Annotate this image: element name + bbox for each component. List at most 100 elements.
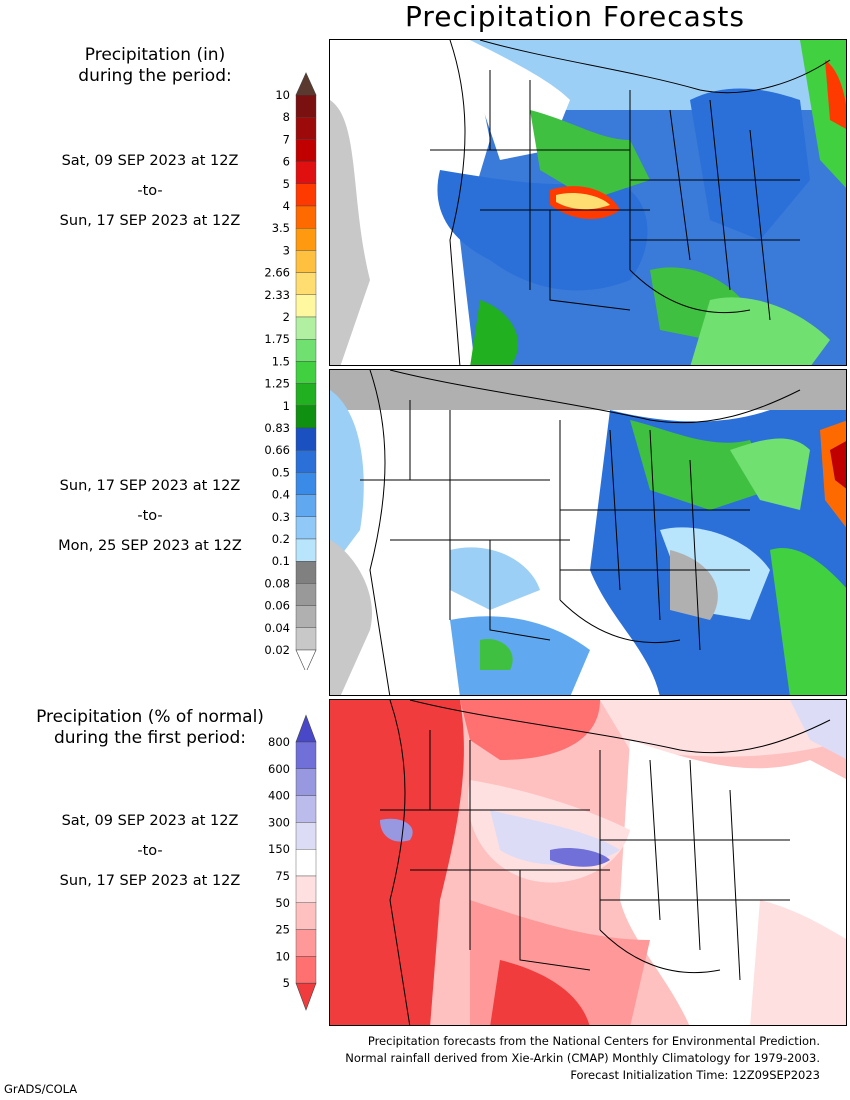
amount-colorbar: 10 8 7 6 5 4 3.5 3 2.66 2.33 2 1.75 1.5 1.25 1 0.83 0.66… — [230, 70, 330, 673]
amount-colorbar-swatch — [295, 450, 317, 473]
amount-colorbar-tick-label: 4 — [283, 199, 290, 213]
amount-colorbar-swatch — [295, 272, 317, 296]
amount-colorbar-graphic: 10 8 7 6 5 4 3.5 3 2.66 2.33 2 1.75 1.5 1.25 1 0.83 0.66… — [264, 72, 317, 673]
percent-normal-map — [329, 699, 847, 1026]
period-2-end: Mon, 25 SEP 2023 at 12Z — [58, 538, 242, 554]
amount-colorbar-tick-label: 1 — [283, 399, 290, 413]
period-1-end: Sun, 17 SEP 2023 at 12Z — [59, 213, 241, 229]
precip-map-period-1-graphic — [330, 40, 846, 365]
amount-colorbar-tick-label: 8 — [283, 110, 290, 124]
grads-credit: GrADS/COLA — [4, 1082, 78, 1096]
footer-notes: Precipitation forecasts from the Nationa… — [345, 1033, 820, 1084]
amount-colorbar-tick-label: 10 — [275, 88, 290, 102]
amount-colorbar-swatch — [295, 94, 317, 118]
amount-colorbar-swatch — [295, 472, 317, 495]
normal-colorbar-tick-label: 300 — [268, 815, 290, 829]
footer-line-1: Precipitation forecasts from the Nationa… — [367, 1034, 820, 1048]
amount-colorbar-swatch — [295, 516, 317, 540]
amount-colorbar-tick-label: 7 — [283, 132, 290, 146]
amount-colorbar-swatch — [295, 383, 317, 407]
period-3-label: Sat, 09 SEP 2023 at 12Z -to- Sun, 17 SEP… — [20, 806, 280, 896]
amount-colorbar-tick-label: 1.25 — [264, 377, 290, 391]
amount-colorbar-swatch — [295, 161, 317, 184]
normal-heading-text: Precipitation (% of normal) during the f… — [36, 707, 264, 748]
normal-colorbar-swatch — [295, 929, 317, 957]
amount-colorbar-swatch — [295, 139, 317, 162]
normal-colorbar-swatch — [295, 848, 317, 877]
period-2-label: Sun, 17 SEP 2023 at 12Z -to- Mon, 25 SEP… — [20, 471, 280, 561]
amount-colorbar-tick-label: 0.04 — [264, 621, 290, 635]
amount-colorbar-tick-label: 0.02 — [264, 643, 290, 657]
page-title: Precipitation Forecasts — [405, 0, 745, 33]
normal-colorbar-swatch — [295, 956, 317, 984]
amount-colorbar-swatch — [295, 250, 317, 273]
normal-colorbar-swatch — [295, 822, 317, 850]
footer-line-2: Normal rainfall derived from Xie-Arkin (… — [345, 1051, 820, 1065]
normal-colorbar-swatch — [295, 795, 317, 823]
amount-colorbar-tick-label: 0.2 — [272, 532, 290, 546]
amount-colorbar-tick-label: 0.66 — [264, 443, 290, 457]
period-1-start: Sat, 09 SEP 2023 at 12Z — [61, 153, 239, 169]
period-1-label: Sat, 09 SEP 2023 at 12Z -to- Sun, 17 SEP… — [20, 146, 280, 236]
period-3-end: Sun, 17 SEP 2023 at 12Z — [59, 873, 241, 889]
normal-colorbar-tick-label: 5 — [283, 976, 290, 990]
amount-colorbar-swatch — [295, 117, 317, 140]
amount-colorbar-tick-label: 0.1 — [272, 554, 290, 568]
amount-colorbar-tick-label: 3 — [283, 243, 290, 257]
amount-colorbar-swatch — [295, 494, 317, 518]
footer-line-3: Forecast Initialization Time: 12Z09SEP20… — [570, 1068, 820, 1082]
normal-colorbar-tick-label: 150 — [268, 842, 290, 856]
amount-colorbar-tick-label: 6 — [283, 155, 290, 169]
period-3-sep: -to- — [137, 843, 163, 859]
amount-colorbar-tick-label: 0.83 — [264, 421, 290, 435]
amount-colorbar-swatch — [295, 405, 317, 429]
precip-map-period-2-graphic — [330, 370, 846, 695]
period-1-sep: -to- — [137, 183, 163, 199]
normal-colorbar-swatch — [295, 741, 317, 769]
amount-colorbar-tick-label: 0.08 — [264, 576, 290, 590]
amount-colorbar-swatch — [295, 561, 317, 584]
normal-colorbar-max-arrow — [295, 714, 317, 743]
normal-heading: Precipitation (% of normal) during the f… — [15, 707, 285, 749]
amount-colorbar-swatch — [295, 583, 317, 606]
amount-colorbar-tick-label: 1.75 — [264, 332, 290, 346]
normal-colorbar-tick-label: 25 — [275, 923, 290, 937]
amount-colorbar-max-arrow — [295, 72, 317, 96]
precip-map-period-1 — [329, 39, 847, 366]
amount-colorbar-tick-label: 2 — [283, 310, 290, 324]
amount-colorbar-tick-label: 2.66 — [264, 266, 290, 280]
normal-colorbar-swatch — [295, 768, 317, 796]
amount-colorbar-swatch — [295, 316, 317, 340]
amount-heading: Precipitation (in) during the period: — [40, 45, 270, 87]
normal-colorbar-tick-label: 10 — [275, 949, 290, 963]
amount-colorbar-swatch — [295, 227, 317, 251]
amount-colorbar-swatch — [295, 183, 317, 207]
period-2-sep: -to- — [137, 508, 163, 524]
normal-colorbar-min-arrow — [295, 982, 317, 1011]
normal-colorbar-tick-label: 600 — [268, 762, 290, 776]
normal-colorbar-swatch — [295, 902, 317, 930]
normal-colorbar-tick-label: 800 — [268, 735, 290, 749]
period-3-start: Sat, 09 SEP 2023 at 12Z — [61, 813, 239, 829]
amount-colorbar-swatch — [295, 339, 317, 362]
amount-colorbar-tick-label: 5 — [283, 177, 290, 191]
normal-colorbar: 800 600 400 300 150 75 50 25 10 5 — [230, 712, 330, 1017]
amount-colorbar-tick-label: 0.5 — [272, 465, 290, 479]
normal-colorbar-tick-label: 50 — [275, 896, 290, 910]
amount-colorbar-swatch — [295, 361, 317, 384]
precip-map-period-2 — [329, 369, 847, 696]
amount-colorbar-swatch — [295, 627, 317, 651]
amount-heading-text: Precipitation (in) during the period: — [78, 45, 232, 86]
amount-colorbar-swatch — [295, 538, 317, 562]
percent-normal-map-graphic — [330, 700, 846, 1025]
normal-colorbar-swatch — [295, 875, 317, 903]
amount-colorbar-tick-label: 0.3 — [272, 510, 290, 524]
amount-colorbar-swatch — [295, 205, 317, 229]
amount-colorbar-tick-label: 3.5 — [272, 221, 290, 235]
amount-colorbar-swatch — [295, 605, 317, 628]
amount-colorbar-swatch — [295, 427, 317, 451]
amount-colorbar-tick-label: 0.06 — [264, 599, 290, 613]
normal-colorbar-tick-label: 400 — [268, 789, 290, 803]
amount-colorbar-min-arrow — [295, 649, 317, 673]
normal-colorbar-tick-label: 75 — [275, 869, 290, 883]
